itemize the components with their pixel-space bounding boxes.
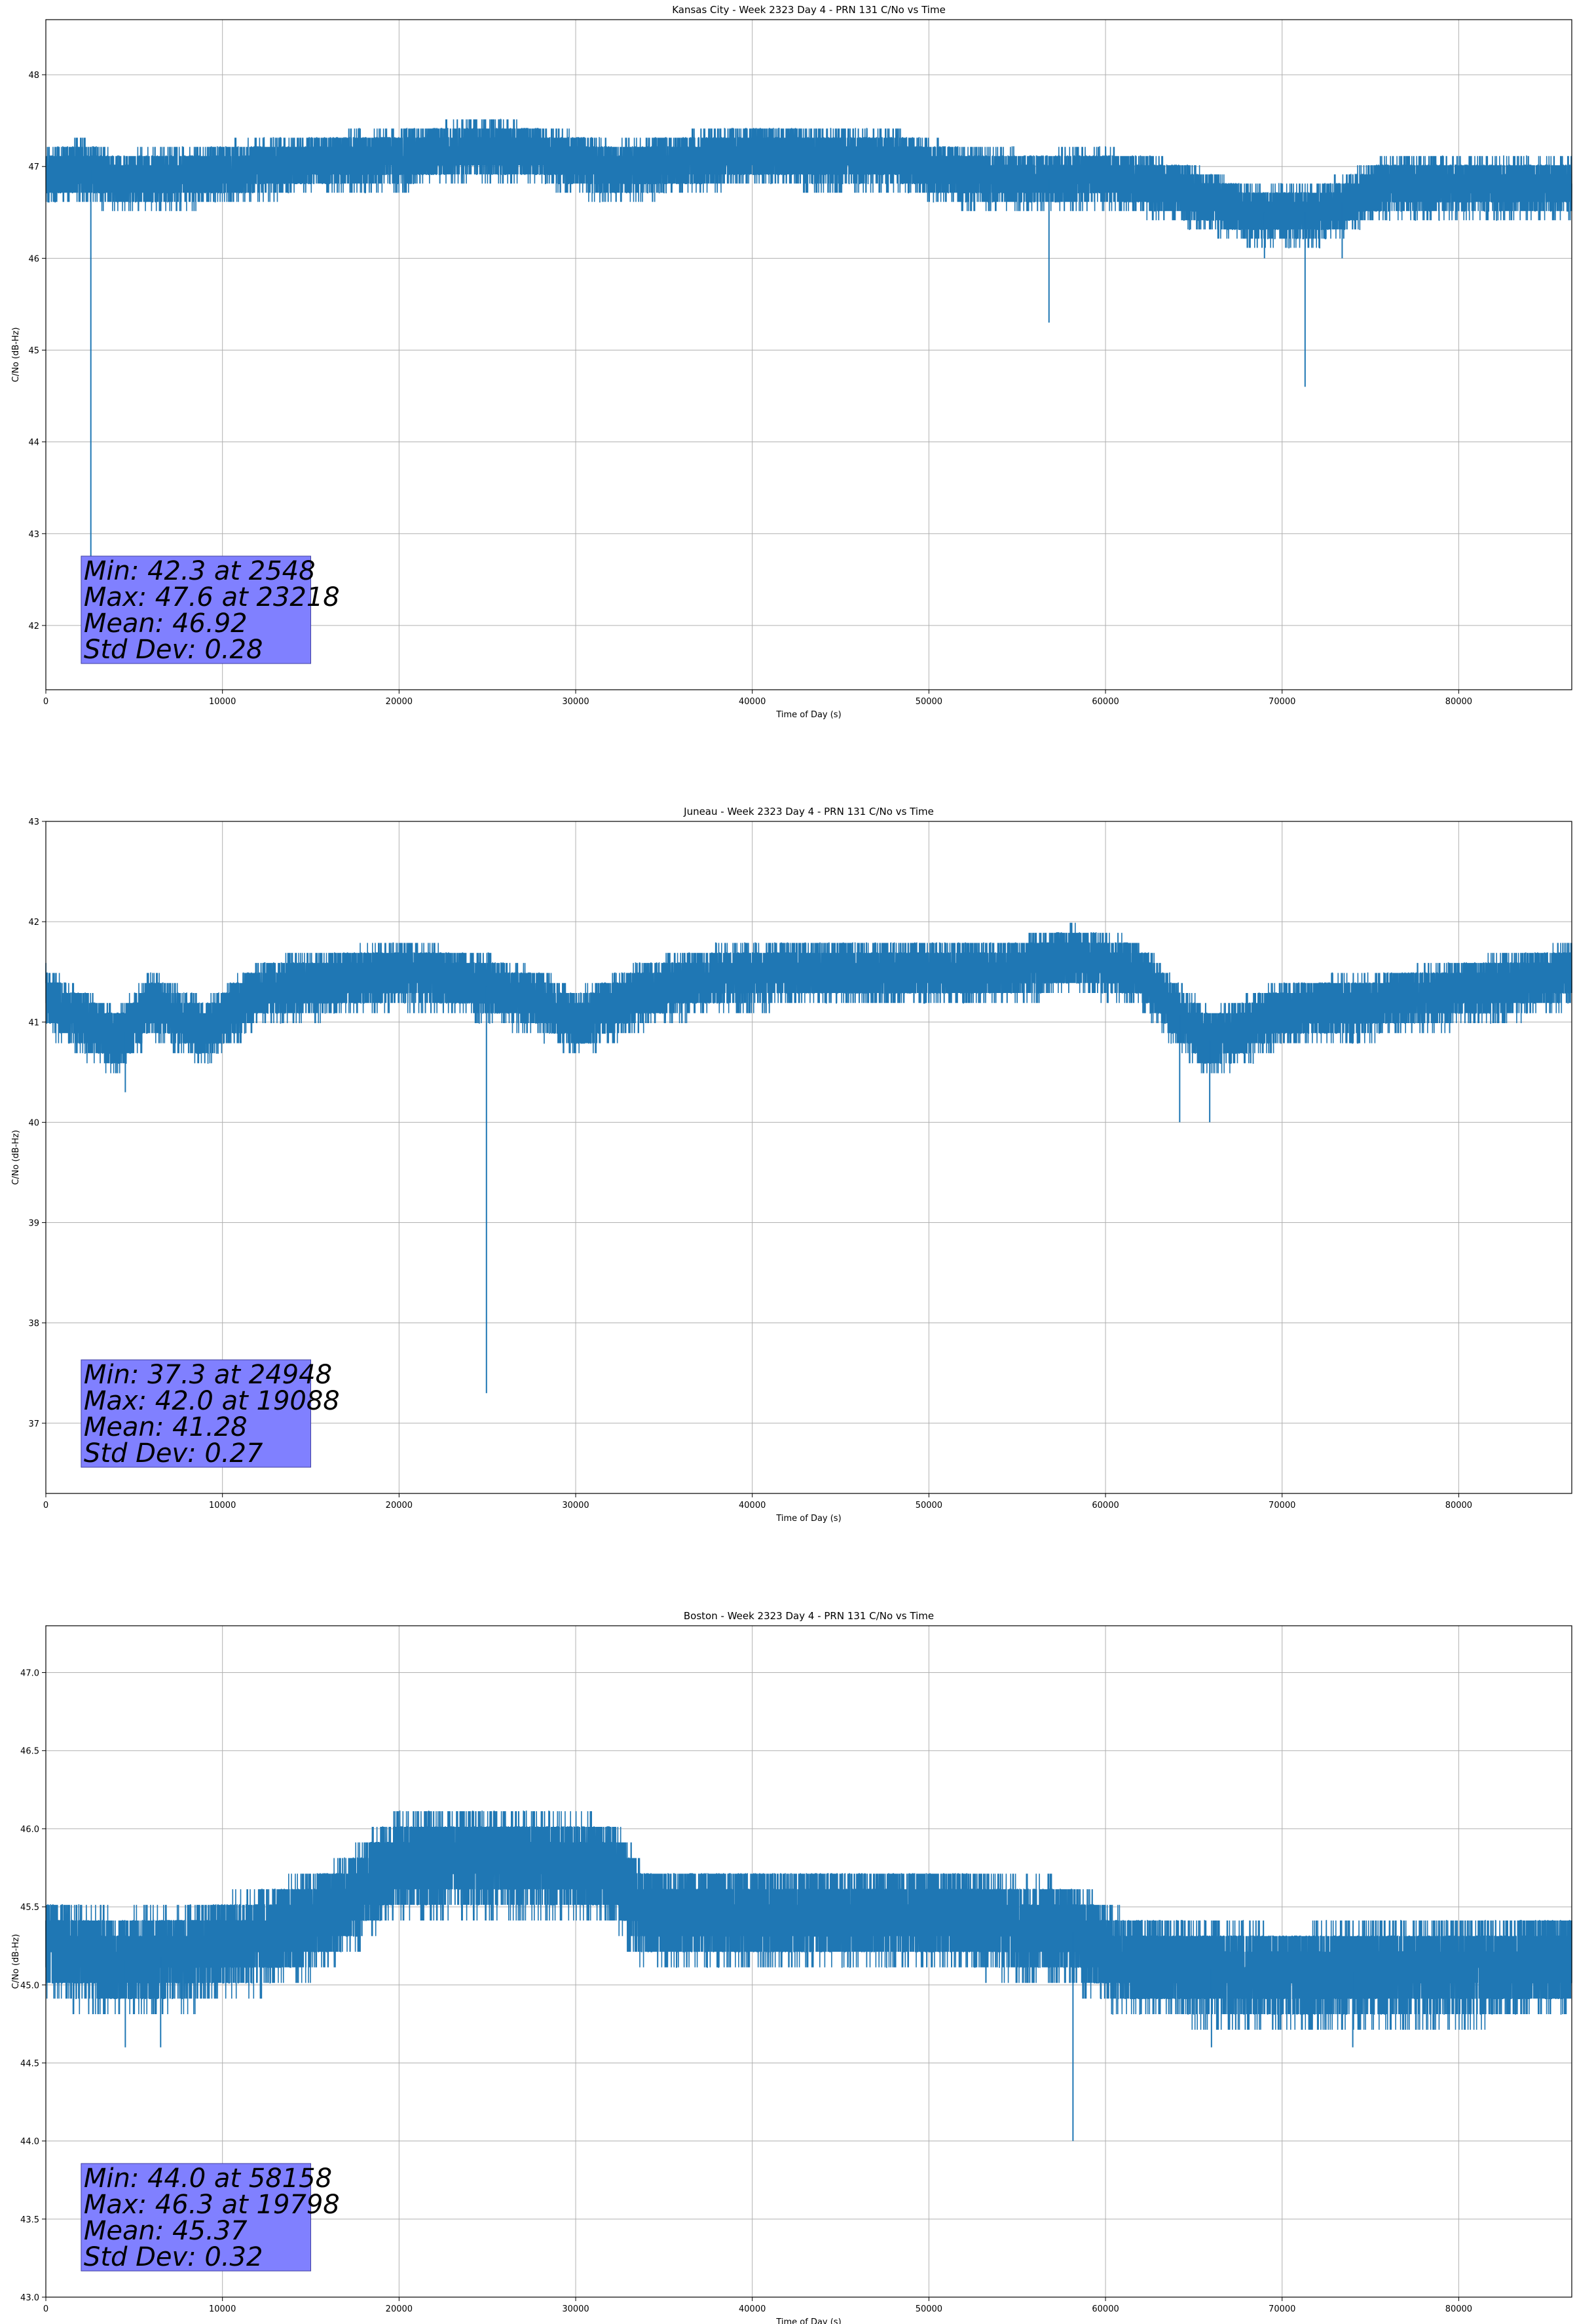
y-tick-label: 42	[28, 918, 39, 928]
y-tick-label: 41	[28, 1018, 39, 1028]
series-line	[45, 1810, 1572, 2030]
x-tick-label: 0	[43, 2304, 48, 2314]
y-tick-label: 44	[28, 438, 39, 448]
y-tick-label: 46.0	[20, 1825, 39, 1835]
y-tick-label: 42	[28, 622, 39, 631]
y-tick-label: 48	[28, 71, 39, 81]
y-tick-label: 43.5	[20, 2215, 39, 2225]
stats-line: Max: 46.3 at 19798	[84, 2190, 340, 2220]
y-tick-label: 44.0	[20, 2137, 39, 2147]
chart-title: Juneau - Week 2323 Day 4 - PRN 131 C/No …	[683, 806, 934, 817]
stats-line: Min: 42.3 at 2548	[84, 556, 316, 586]
y-tick-label: 43.0	[20, 2293, 39, 2303]
x-tick-label: 60000	[1092, 2304, 1119, 2314]
x-tick-label: 0	[43, 1501, 48, 1510]
chart-panel: 0 10000 20000 30000 40000 50000 60000 70000 8000…	[11, 1610, 1572, 2324]
y-tick-label: 45	[28, 346, 39, 356]
x-tick-label: 50000	[916, 1501, 942, 1510]
x-tick-label: 50000	[916, 697, 942, 707]
chart-panel: 0 10000 20000 30000 40000 50000 60000 70000 8000…	[11, 806, 1572, 1524]
x-tick-label: 60000	[1092, 697, 1119, 707]
stats-box	[81, 555, 312, 664]
stats-line: Mean: 45.37	[84, 2216, 248, 2246]
stats-box	[81, 2163, 312, 2272]
x-tick-label: 10000	[209, 2304, 236, 2314]
y-axis-label: C/No (dB-Hz)	[11, 1130, 21, 1185]
series-line	[45, 922, 1572, 1074]
x-tick-label: 10000	[209, 697, 236, 707]
x-tick-label: 70000	[1269, 697, 1295, 707]
y-tick-label: 40	[28, 1118, 39, 1128]
x-tick-label: 20000	[386, 2304, 413, 2314]
x-tick-label: 20000	[386, 697, 413, 707]
x-axis-label: Time of Day (s)	[775, 2317, 841, 2324]
stats-line: Max: 42.0 at 19088	[84, 1386, 340, 1416]
chart-title: Boston - Week 2323 Day 4 - PRN 131 C/No …	[684, 1610, 934, 1622]
stats-line: Std Dev: 0.32	[84, 2242, 263, 2272]
y-tick-label: 43	[28, 817, 39, 827]
x-tick-label: 10000	[209, 1501, 236, 1510]
x-tick-label: 40000	[739, 1501, 766, 1510]
x-tick-label: 80000	[1445, 697, 1472, 707]
series-line	[45, 119, 1572, 249]
y-axis-label: C/No (dB-Hz)	[11, 1934, 21, 1989]
y-tick-label: 47	[28, 162, 39, 172]
x-tick-label: 40000	[739, 697, 766, 707]
chart-title: Kansas City - Week 2323 Day 4 - PRN 131 …	[672, 4, 946, 16]
stats-line: Std Dev: 0.27	[84, 1438, 263, 1469]
x-tick-label: 60000	[1092, 1501, 1119, 1510]
y-tick-label: 45.0	[20, 1981, 39, 1991]
y-tick-label: 46	[28, 254, 39, 264]
x-tick-label: 0	[43, 697, 48, 707]
stats-line: Mean: 41.28	[84, 1412, 248, 1442]
axes-frame	[45, 1625, 1572, 2298]
stats-line: Min: 37.3 at 24948	[84, 1360, 332, 1390]
stats-line: Min: 44.0 at 58158	[84, 2164, 332, 2194]
x-axis-label: Time of Day (s)	[775, 1514, 841, 1524]
x-tick-label: 70000	[1269, 2304, 1295, 2314]
stats-line: Max: 47.6 at 23218	[84, 582, 340, 612]
x-tick-label: 70000	[1269, 1501, 1295, 1510]
stats-box	[81, 1359, 312, 1468]
x-tick-label: 20000	[386, 1501, 413, 1510]
x-tick-label: 80000	[1445, 1501, 1472, 1510]
y-tick-label: 45.5	[20, 1903, 39, 1913]
stats-line: Mean: 46.92	[84, 609, 248, 639]
y-tick-label: 43	[28, 530, 39, 540]
chart-panel: 0 10000 20000 30000 40000 50000 60000 70000 8000…	[11, 4, 1572, 720]
x-tick-label: 40000	[739, 2304, 766, 2314]
x-tick-label: 80000	[1445, 2304, 1472, 2314]
x-tick-label: 30000	[562, 2304, 589, 2314]
x-tick-label: 30000	[562, 1501, 589, 1510]
stats-line: Std Dev: 0.28	[84, 635, 263, 665]
y-tick-label: 44.5	[20, 2059, 39, 2069]
x-axis-label: Time of Day (s)	[775, 710, 841, 720]
axes-frame	[45, 19, 1572, 690]
y-tick-label: 39	[28, 1219, 39, 1229]
y-tick-label: 47.0	[20, 1669, 39, 1679]
x-tick-label: 50000	[916, 2304, 942, 2314]
axes-frame	[45, 821, 1572, 1494]
y-tick-label: 38	[28, 1319, 39, 1329]
x-tick-label: 30000	[562, 697, 589, 707]
y-tick-label: 37	[28, 1419, 39, 1429]
y-axis-label: C/No (dB-Hz)	[11, 328, 21, 383]
y-tick-label: 46.5	[20, 1747, 39, 1757]
